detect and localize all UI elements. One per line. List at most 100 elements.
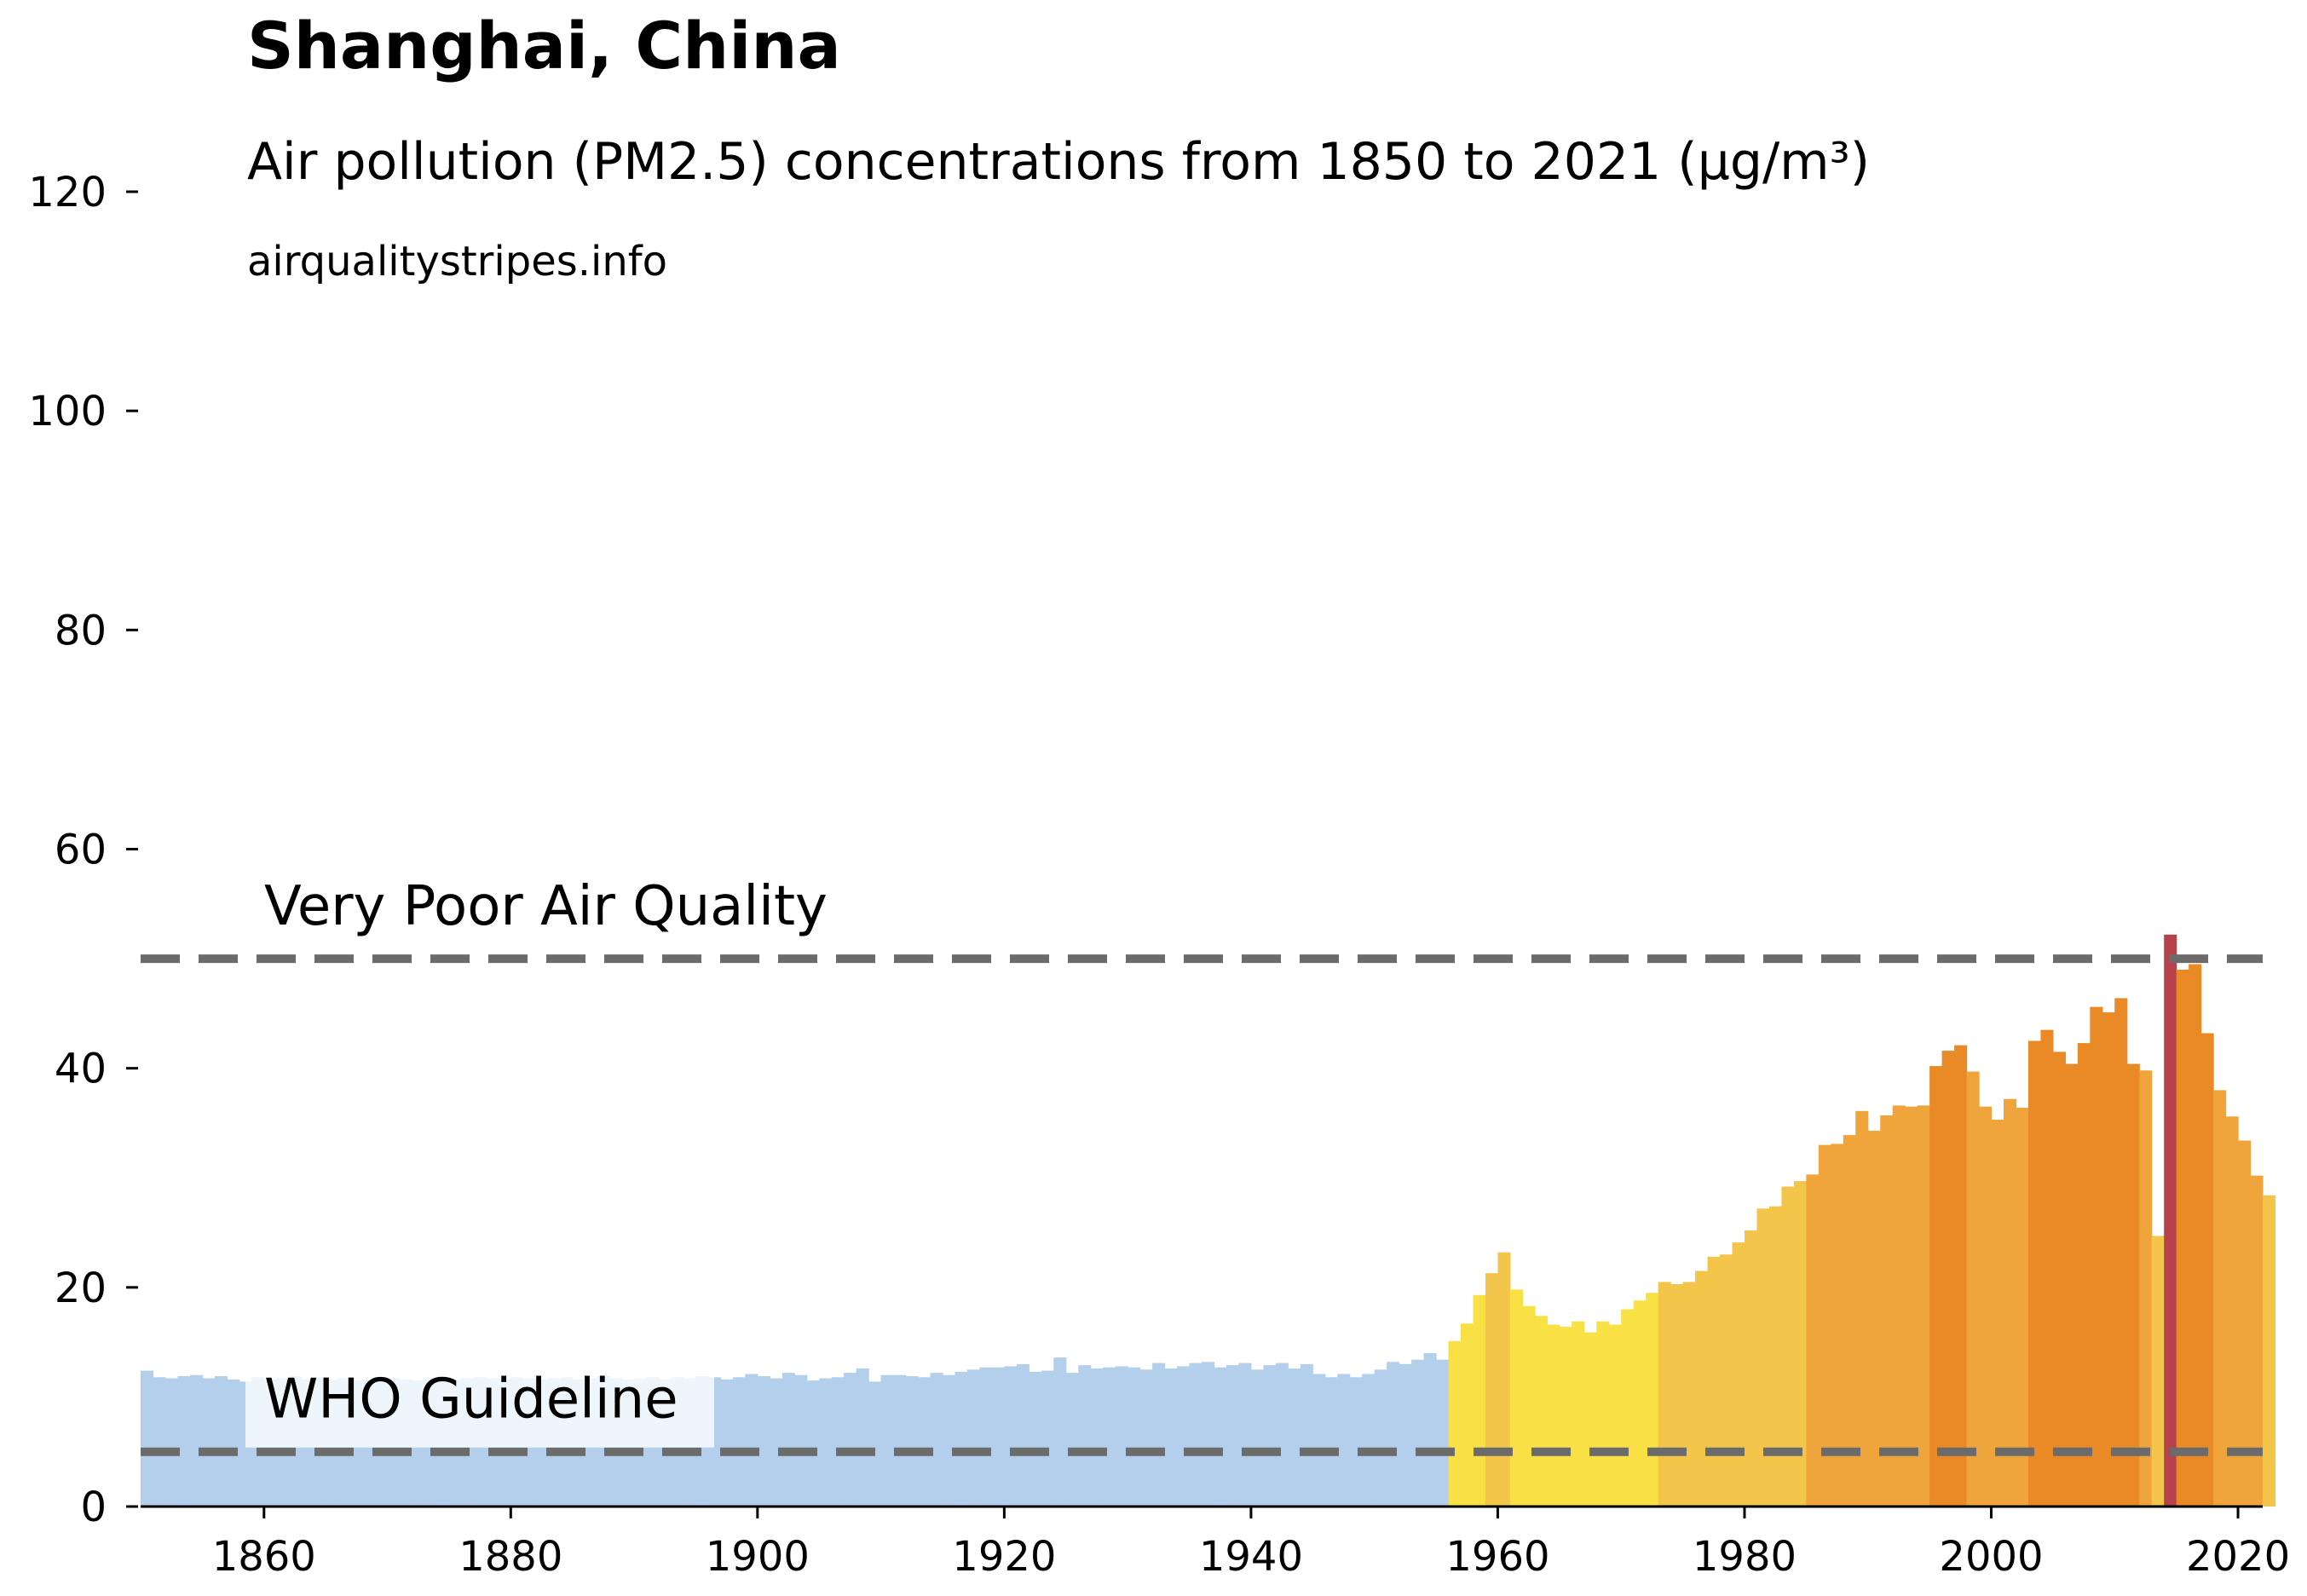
bar-1912 (905, 1375, 919, 1507)
bar-1934 (1177, 1366, 1191, 1507)
bar-1970 (1621, 1309, 1635, 1507)
bar-1925 (1065, 1373, 1079, 1507)
bar-1850 (141, 1370, 154, 1507)
bar-1853 (177, 1375, 191, 1507)
bar-1920 (1004, 1366, 1018, 1507)
bar-1972 (1646, 1293, 1659, 1507)
bar-2009 (2102, 1012, 2115, 1507)
reference-label-very-poor: Very Poor Air Quality (264, 875, 828, 938)
bar-1932 (1152, 1363, 1166, 1507)
bar-2005 (2052, 1052, 2066, 1507)
bar-1968 (1596, 1321, 1610, 1507)
x-tick-label-1920: 1920 (952, 1533, 1056, 1581)
bar-1987 (1831, 1144, 1844, 1507)
bar-1923 (1041, 1370, 1054, 1507)
bar-1998 (1966, 1071, 1980, 1507)
bar-1939 (1238, 1363, 1252, 1507)
bar-1899 (745, 1374, 758, 1507)
x-tick-label-1900: 1900 (706, 1533, 810, 1581)
x-tick-label-1860: 1860 (212, 1533, 316, 1581)
bar-1917 (966, 1369, 981, 1507)
bar-1988 (1843, 1135, 1856, 1507)
chart-title: Shanghai, China (247, 8, 841, 84)
bar-1904 (806, 1380, 820, 1507)
bar-1975 (1682, 1282, 1696, 1507)
bar-1940 (1250, 1369, 1264, 1507)
bar-1955 (1436, 1359, 1450, 1507)
who-label-background (245, 1362, 714, 1448)
bar-1947 (1337, 1374, 1351, 1507)
bar-2002 (2016, 1107, 2029, 1507)
bar-1935 (1189, 1363, 1203, 1507)
bar-1993 (1905, 1106, 1918, 1507)
bar-1973 (1658, 1282, 1671, 1507)
bar-1950 (1374, 1369, 1387, 1507)
bar-2019 (2225, 1116, 2239, 1507)
bar-1921 (1016, 1363, 1029, 1507)
bar-1978 (1720, 1254, 1733, 1507)
bar-1981 (1756, 1208, 1770, 1507)
bar-1930 (1128, 1367, 1141, 1507)
chart-subtitle: Air pollution (PM2.5) concentrations fro… (247, 132, 1870, 192)
bar-1952 (1399, 1363, 1412, 1507)
y-axis: 0 20 40 60 80 100 120 (28, 169, 138, 1531)
bar-2006 (2065, 1063, 2079, 1507)
bar-1996 (1941, 1051, 1955, 1507)
bar-series (141, 934, 2276, 1507)
bar-1910 (880, 1374, 894, 1507)
bar-1903 (794, 1374, 808, 1507)
y-tick-label-60: 60 (55, 827, 107, 874)
bar-1992 (1892, 1105, 1906, 1507)
bar-2012 (2139, 1070, 2153, 1507)
bar-1918 (979, 1367, 993, 1507)
reference-lines: Very Poor Air Quality WHO Guideline (141, 875, 2263, 1456)
bar-1959 (1485, 1273, 1499, 1507)
y-tick-label-0: 0 (80, 1484, 107, 1531)
bar-1977 (1707, 1256, 1721, 1507)
bar-1974 (1670, 1283, 1684, 1507)
bar-1907 (844, 1373, 857, 1507)
bar-1961 (1509, 1289, 1523, 1507)
bar-1926 (1078, 1365, 1092, 1507)
bar-2010 (2114, 998, 2128, 1507)
bar-2011 (2126, 1063, 2140, 1507)
bar-1851 (153, 1377, 166, 1507)
bar-1852 (164, 1378, 179, 1507)
bar-2017 (2200, 1033, 2214, 1507)
bar-1997 (1954, 1045, 1968, 1507)
bar-1857 (227, 1379, 240, 1507)
bar-2020 (2238, 1140, 2252, 1507)
bar-1986 (1818, 1144, 1831, 1507)
bar-1922 (1029, 1371, 1042, 1507)
bar-1906 (831, 1377, 845, 1507)
bar-1967 (1583, 1332, 1597, 1507)
bar-2007 (2077, 1043, 2091, 1507)
bar-2015 (2176, 969, 2189, 1507)
bar-1989 (1855, 1110, 1869, 1507)
bar-1984 (1793, 1181, 1807, 1507)
bar-1991 (1880, 1115, 1894, 1507)
bar-1924 (1053, 1357, 1067, 1507)
bar-1965 (1559, 1327, 1572, 1507)
bar-1980 (1744, 1230, 1758, 1507)
bar-1936 (1202, 1362, 1215, 1507)
bar-1962 (1522, 1305, 1536, 1507)
bar-2016 (2189, 964, 2202, 1507)
bar-1933 (1164, 1368, 1178, 1507)
bar-2021 (2250, 1175, 2264, 1507)
bar-1908 (856, 1368, 869, 1507)
bar-1905 (819, 1378, 833, 1507)
x-tick-label-1880: 1880 (459, 1533, 562, 1581)
bar-1994 (1917, 1105, 1930, 1507)
bar-1969 (1608, 1324, 1622, 1507)
bar-1911 (893, 1374, 907, 1507)
bar-2001 (2003, 1098, 2017, 1507)
bar-2000 (1991, 1120, 2004, 1507)
bar-1854 (189, 1374, 203, 1507)
bar-1856 (214, 1375, 228, 1507)
chart-source: airqualitystripes.info (247, 238, 667, 285)
bar-1916 (955, 1371, 968, 1507)
bar-1958 (1473, 1294, 1486, 1507)
bar-1995 (1929, 1066, 1943, 1507)
bar-2022 (2263, 1195, 2276, 1507)
